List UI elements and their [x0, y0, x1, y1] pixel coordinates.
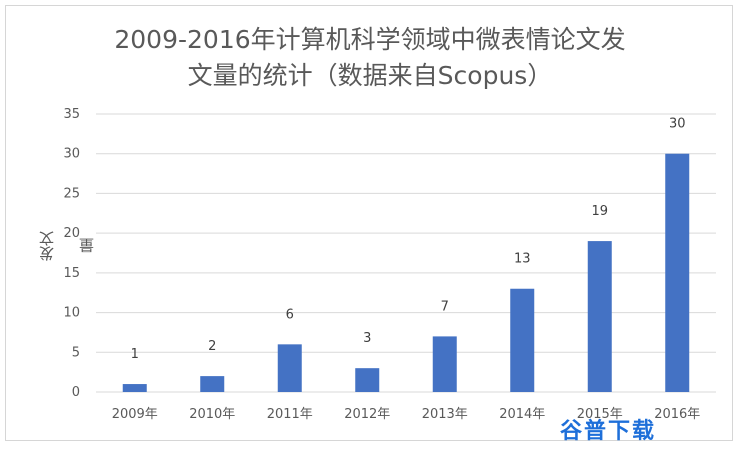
y-tick-label: 5 [72, 345, 80, 360]
data-label: 6 [286, 307, 294, 322]
bar [122, 384, 147, 392]
y-tick-label: 20 [63, 226, 80, 241]
data-label: 7 [441, 299, 449, 314]
bar [587, 241, 612, 392]
data-label: 2 [208, 339, 216, 354]
data-label: 30 [669, 117, 686, 132]
x-tick-label: 2010年 [189, 407, 235, 422]
chart-title-line-1: 2009-2016年计算机科学领域中微表情论文发 [114, 25, 626, 54]
data-label: 19 [591, 204, 608, 219]
bar [355, 368, 380, 392]
bar [277, 344, 302, 392]
y-tick-label: 10 [63, 306, 80, 321]
x-tick-label: 2014年 [499, 407, 545, 422]
y-tick-label: 0 [72, 385, 80, 400]
bar [665, 153, 690, 392]
chart-title-line-2: 文量的统计（数据来自Scopus） [187, 61, 553, 90]
x-tick-label: 2013年 [422, 407, 468, 422]
bar [510, 288, 535, 392]
x-tick-label: 2011年 [267, 407, 313, 422]
x-tick-label: 2015年 [577, 407, 623, 422]
data-label: 13 [514, 252, 531, 267]
y-tick-label: 30 [63, 147, 80, 162]
data-label: 3 [363, 331, 371, 346]
data-label: 1 [131, 347, 139, 362]
x-tick-label: 2012年 [344, 407, 390, 422]
y-tick-label: 15 [63, 266, 80, 281]
x-tick-label: 2009年 [112, 407, 158, 422]
y-tick-label: 25 [63, 186, 80, 201]
bar [432, 336, 457, 392]
bar [200, 376, 225, 392]
y-tick-label: 35 [63, 107, 80, 122]
watermark-logo: 谷普下载 [560, 419, 657, 444]
x-tick-label: 2016年 [654, 407, 700, 422]
